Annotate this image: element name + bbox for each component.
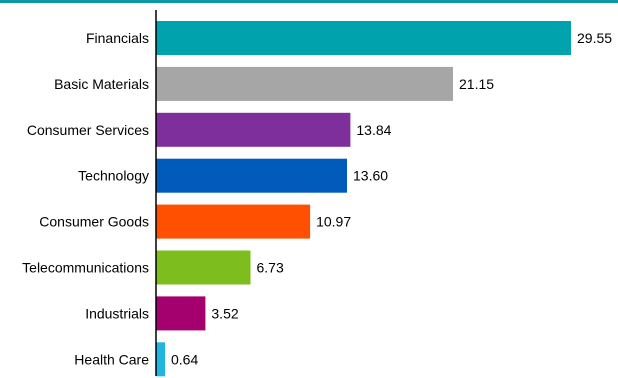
bar-consumer-services xyxy=(156,112,351,147)
category-label-health-care: Health Care xyxy=(74,351,149,367)
bar-health-care xyxy=(156,342,165,377)
category-label-telecommunications: Telecommunications xyxy=(22,260,149,276)
bar-technology xyxy=(156,158,347,193)
value-label-industrials: 3.52 xyxy=(211,305,238,321)
value-label-basic-materials: 21.15 xyxy=(459,76,494,92)
value-label-technology: 13.60 xyxy=(353,168,388,184)
category-label-consumer-goods: Consumer Goods xyxy=(39,214,149,230)
category-label-basic-materials: Basic Materials xyxy=(54,76,149,92)
bar-consumer-goods xyxy=(156,204,311,239)
bar-telecommunications xyxy=(156,250,251,285)
value-label-financials: 29.55 xyxy=(577,30,612,46)
top-rule xyxy=(0,0,618,3)
value-label-consumer-goods: 10.97 xyxy=(316,214,351,230)
bar-industrials xyxy=(156,296,206,331)
value-label-telecommunications: 6.73 xyxy=(257,260,284,276)
value-label-consumer-services: 13.84 xyxy=(356,122,391,138)
category-label-technology: Technology xyxy=(78,168,149,184)
bar-financials xyxy=(156,21,571,55)
category-label-financials: Financials xyxy=(86,30,149,46)
category-label-consumer-services: Consumer Services xyxy=(27,122,149,138)
category-label-industrials: Industrials xyxy=(85,305,149,321)
bar-basic-materials xyxy=(156,66,453,101)
value-label-health-care: 0.64 xyxy=(171,351,198,367)
